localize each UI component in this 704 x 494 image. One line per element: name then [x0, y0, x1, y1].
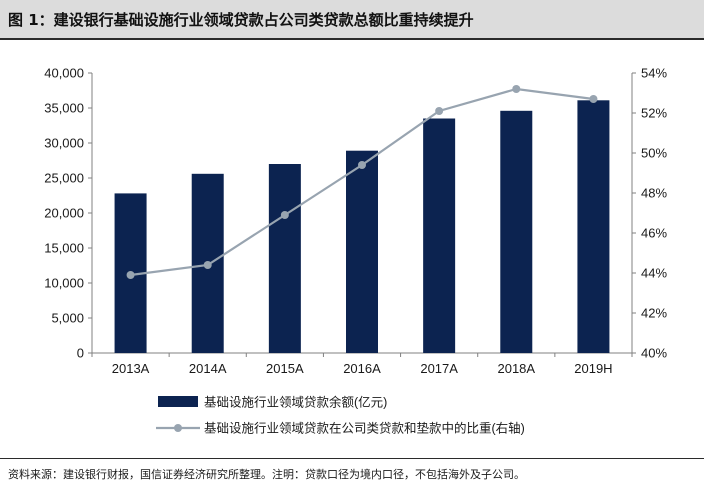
line-point — [126, 271, 135, 279]
y-right-tick-label: 50% — [641, 146, 667, 161]
legend-swatch-bar — [158, 396, 198, 407]
y-right-tick-label: 42% — [641, 306, 667, 321]
y-right-tick-label: 52% — [641, 106, 667, 121]
figure-title: 图 1：建设银行基础设施行业领域贷款占公司类贷款总额比重持续提升 — [8, 11, 474, 29]
y-left-tick-label: 25,000 — [44, 171, 84, 186]
bar — [500, 110, 533, 353]
chart: 0 5,000 10,000 15,000 20,000 25,000 30,000 35,0… — [44, 66, 667, 436]
y-right-tick-label: 44% — [641, 266, 667, 281]
bar — [346, 150, 378, 353]
legend: 基础设施行业领域贷款余额(亿元) 基础设施行业领域贷款在公司类贷款和垫款中的比重(… — [156, 395, 525, 436]
x-tick-label: 2017A — [420, 361, 458, 376]
legend-label-bar: 基础设施行业领域贷款余额(亿元) — [204, 395, 387, 410]
x-tick-label: 2015A — [266, 361, 304, 376]
y-left-tick-label: 30,000 — [44, 136, 84, 151]
y-left-tick-label: 5,000 — [51, 311, 84, 326]
y-left-tick-label: 20,000 — [44, 206, 84, 221]
x-tick-label: 2014A — [189, 361, 227, 376]
bars-layer — [114, 100, 610, 353]
figure-title-bar: 图 1：建设银行基础设施行业领域贷款占公司类贷款总额比重持续提升 — [0, 0, 704, 40]
bar — [577, 100, 610, 353]
x-tick-label: 2018A — [497, 361, 535, 376]
line-point — [203, 261, 212, 269]
line-point — [358, 161, 366, 169]
line-point — [512, 85, 521, 93]
y-left-tick-label: 15,000 — [44, 241, 84, 256]
y-left-tick-label: 40,000 — [44, 66, 84, 81]
footnote: 资料来源：建设银行财报，国信证券经济研究所整理。注明：贷款口径为境内口径，不包括… — [8, 468, 525, 481]
bar — [423, 118, 456, 353]
y-right-tick-label: 40% — [641, 346, 667, 361]
x-tick-label: 2016A — [343, 361, 381, 376]
line-point — [280, 211, 289, 219]
bar — [268, 164, 301, 353]
axes-layer: 0 5,000 10,000 15,000 20,000 25,000 30,000 35,0… — [44, 66, 667, 377]
y-right-tick-label: 54% — [641, 66, 667, 81]
line-layer — [126, 85, 598, 279]
legend-swatch-line-marker — [174, 424, 182, 432]
line-point — [589, 95, 598, 103]
y-left-tick-label: 0 — [77, 346, 84, 361]
y-left-tick-label: 35,000 — [44, 101, 84, 116]
y-right-tick-label: 48% — [641, 186, 667, 201]
footer-divider — [0, 458, 704, 459]
line-point — [435, 107, 444, 115]
legend-label-line: 基础设施行业领域贷款在公司类贷款和垫款中的比重(右轴) — [204, 421, 525, 436]
x-tick-label: 2019H — [574, 361, 612, 376]
y-left-tick-label: 10,000 — [44, 276, 84, 291]
x-tick-label: 2013A — [112, 361, 150, 376]
y-right-tick-label: 46% — [641, 226, 667, 241]
